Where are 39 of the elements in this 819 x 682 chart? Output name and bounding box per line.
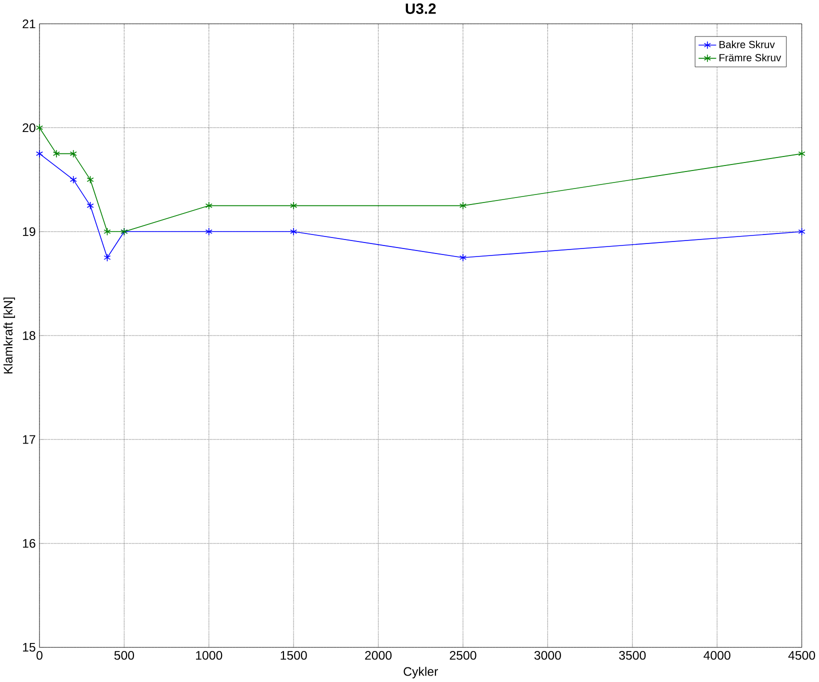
x-tick-label: 1000 — [196, 651, 222, 660]
point — [798, 150, 806, 158]
point — [290, 228, 298, 236]
point — [290, 202, 298, 210]
point — [86, 202, 94, 210]
point — [86, 176, 94, 184]
x-tick-label: 2500 — [450, 651, 476, 660]
point — [70, 150, 77, 158]
y-tick-label: 18 — [23, 331, 36, 340]
x-tick-label: 4500 — [788, 651, 816, 660]
point — [104, 254, 111, 262]
y-tick-label: 16 — [23, 539, 36, 548]
y-tick-label: 19 — [23, 227, 36, 236]
chart-title: U3.2 — [406, 4, 436, 14]
y-tick-label: 17 — [23, 435, 36, 444]
point — [205, 228, 212, 236]
legend-label: Främre Skruv — [720, 54, 782, 62]
point — [52, 150, 60, 158]
y-tick-label: 20 — [22, 123, 36, 132]
x-tick-label: 3500 — [619, 651, 646, 660]
x-tick-label: 3000 — [534, 651, 561, 660]
x-tick-label: 0 — [36, 651, 42, 660]
legend-label: Bakre Skruv — [720, 40, 775, 48]
point — [459, 254, 467, 262]
point — [459, 202, 467, 210]
x-axis-title: Cykler — [404, 666, 438, 678]
point — [104, 228, 111, 236]
x-tick-label: 4000 — [704, 651, 730, 660]
y-axis-title: Klamkraft [kN] — [3, 298, 15, 374]
x-tick-label: 1500 — [280, 651, 307, 660]
point — [798, 228, 806, 236]
point — [205, 202, 212, 210]
y-tick-label: 15 — [23, 643, 36, 652]
point — [36, 150, 44, 158]
point — [36, 124, 44, 132]
y-tick-label: 21 — [22, 20, 36, 28]
x-tick-label: 500 — [114, 651, 134, 660]
point — [70, 176, 77, 184]
x-tick-label: 2000 — [365, 651, 392, 660]
